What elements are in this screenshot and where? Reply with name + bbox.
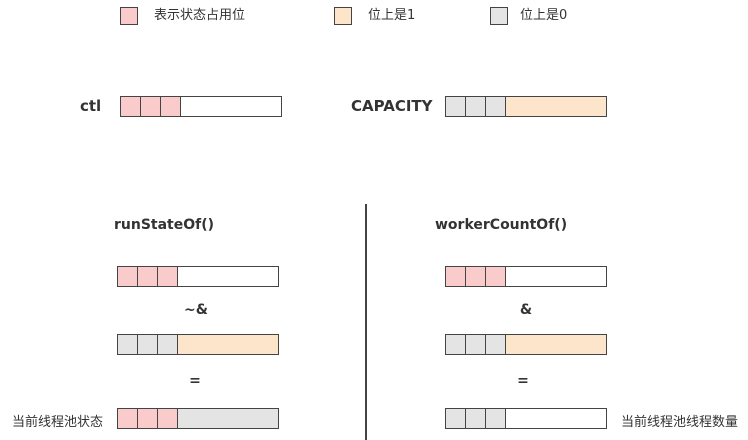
bit-cell bbox=[118, 409, 138, 428]
bit-cell bbox=[158, 335, 178, 354]
capacity-bitbar bbox=[445, 96, 607, 117]
bit-cell bbox=[158, 267, 178, 286]
bit-cell bbox=[466, 335, 486, 354]
bit-cell bbox=[158, 409, 178, 428]
bit-cell bbox=[466, 97, 486, 116]
bit-cell bbox=[486, 409, 506, 428]
bit-cell bbox=[446, 97, 466, 116]
legend-label-zero: 位上是0 bbox=[520, 8, 568, 23]
right-ctl-bitbar bbox=[445, 266, 607, 287]
section-divider bbox=[365, 204, 367, 440]
right-result-bitbar bbox=[445, 408, 607, 429]
capacity-label: CAPACITY bbox=[351, 97, 433, 115]
bit-cell bbox=[486, 267, 506, 286]
legend-swatch-gray bbox=[490, 7, 508, 25]
worker-count-of-title: workerCountOf() bbox=[435, 217, 568, 233]
bit-cell bbox=[138, 335, 158, 354]
bit-remainder bbox=[506, 409, 606, 428]
bit-cell bbox=[141, 97, 161, 116]
right-operator-equals: = bbox=[517, 373, 529, 389]
right-result-label: 当前线程池线程数量 bbox=[621, 415, 739, 430]
bit-cell bbox=[138, 409, 158, 428]
bit-remainder bbox=[506, 267, 606, 286]
run-state-of-title: runStateOf() bbox=[114, 217, 215, 233]
left-operator-equals: = bbox=[189, 373, 201, 389]
left-ctl-bitbar bbox=[117, 266, 279, 287]
bit-cell bbox=[118, 267, 138, 286]
bit-remainder bbox=[178, 409, 278, 428]
bit-cell bbox=[161, 97, 181, 116]
bit-cell bbox=[138, 267, 158, 286]
bit-cell bbox=[466, 409, 486, 428]
bit-cell bbox=[121, 97, 141, 116]
bit-cell bbox=[446, 335, 466, 354]
bit-cell bbox=[446, 267, 466, 286]
legend-label-occupied: 表示状态占用位 bbox=[154, 8, 246, 23]
right-capacity-bitbar bbox=[445, 334, 607, 355]
bit-cell bbox=[486, 97, 506, 116]
left-result-bitbar bbox=[117, 408, 279, 429]
ctl-bitbar bbox=[120, 96, 282, 117]
bit-cell bbox=[118, 335, 138, 354]
bit-cell bbox=[446, 409, 466, 428]
bit-remainder bbox=[506, 335, 606, 354]
bit-remainder bbox=[506, 97, 606, 116]
legend-swatch-peach bbox=[334, 7, 352, 25]
bit-remainder bbox=[178, 335, 278, 354]
bit-cell bbox=[466, 267, 486, 286]
left-capacity-bitbar bbox=[117, 334, 279, 355]
left-operator-and-not: ~& bbox=[184, 302, 208, 318]
bit-remainder bbox=[181, 97, 281, 116]
ctl-label: ctl bbox=[80, 97, 102, 115]
right-operator-and: & bbox=[519, 302, 533, 318]
legend-swatch-pink bbox=[120, 7, 138, 25]
bit-cell bbox=[486, 335, 506, 354]
left-result-label: 当前线程池状态 bbox=[12, 415, 104, 430]
legend-label-one: 位上是1 bbox=[368, 8, 416, 23]
bit-remainder bbox=[178, 267, 278, 286]
